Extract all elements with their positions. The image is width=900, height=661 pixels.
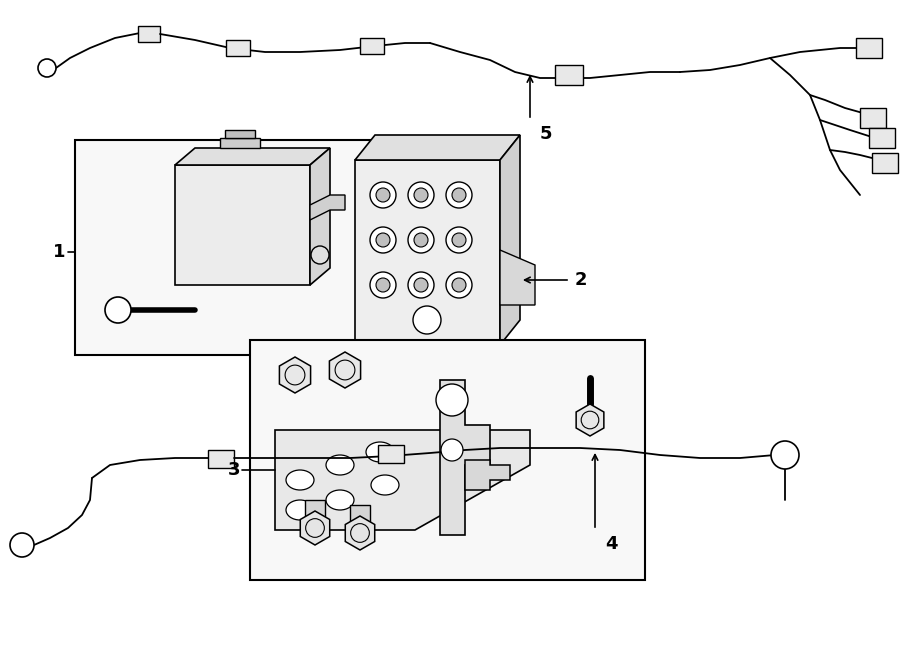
Circle shape: [436, 384, 468, 416]
Polygon shape: [301, 511, 329, 545]
Circle shape: [376, 278, 390, 292]
Circle shape: [38, 59, 56, 77]
Polygon shape: [346, 516, 374, 550]
Bar: [226, 40, 250, 56]
Bar: [138, 26, 160, 42]
Circle shape: [452, 233, 466, 247]
Polygon shape: [279, 357, 310, 393]
Text: 2: 2: [575, 271, 588, 289]
Polygon shape: [175, 165, 310, 285]
Circle shape: [414, 278, 428, 292]
Circle shape: [376, 233, 390, 247]
Bar: [208, 450, 234, 468]
Circle shape: [370, 227, 396, 253]
Circle shape: [311, 246, 329, 264]
Circle shape: [446, 182, 472, 208]
Circle shape: [452, 278, 466, 292]
Circle shape: [414, 233, 428, 247]
Ellipse shape: [326, 490, 354, 510]
Circle shape: [452, 188, 466, 202]
Bar: [360, 38, 384, 54]
Circle shape: [335, 360, 355, 380]
Circle shape: [10, 533, 34, 557]
Polygon shape: [310, 148, 330, 285]
Ellipse shape: [286, 470, 314, 490]
Bar: [305, 500, 325, 528]
Ellipse shape: [286, 500, 314, 520]
Polygon shape: [500, 135, 520, 345]
Text: 4: 4: [605, 535, 617, 553]
Circle shape: [351, 524, 369, 542]
Circle shape: [446, 272, 472, 298]
Circle shape: [408, 272, 434, 298]
Circle shape: [413, 306, 441, 334]
Polygon shape: [220, 138, 260, 148]
Polygon shape: [440, 380, 490, 535]
Circle shape: [370, 272, 396, 298]
Circle shape: [306, 519, 324, 537]
Text: 3: 3: [228, 461, 240, 479]
Bar: [250, 340, 645, 580]
Bar: [75, 140, 370, 355]
Circle shape: [771, 441, 799, 469]
Polygon shape: [310, 195, 345, 220]
Circle shape: [408, 227, 434, 253]
Bar: [869, 128, 895, 148]
Circle shape: [581, 411, 598, 429]
Polygon shape: [500, 250, 535, 305]
Polygon shape: [355, 160, 500, 345]
Polygon shape: [175, 148, 330, 165]
Circle shape: [370, 182, 396, 208]
Bar: [555, 65, 583, 85]
Circle shape: [446, 227, 472, 253]
Text: 5: 5: [540, 125, 553, 143]
Text: 1: 1: [52, 243, 65, 261]
Polygon shape: [465, 460, 510, 490]
Circle shape: [376, 188, 390, 202]
Circle shape: [105, 297, 131, 323]
Ellipse shape: [366, 442, 394, 462]
Circle shape: [441, 439, 463, 461]
Circle shape: [408, 182, 434, 208]
Polygon shape: [355, 135, 520, 160]
Bar: [378, 445, 404, 463]
Circle shape: [285, 365, 305, 385]
Bar: [860, 108, 886, 128]
Bar: [350, 505, 370, 533]
Ellipse shape: [371, 475, 399, 495]
Ellipse shape: [326, 455, 354, 475]
Polygon shape: [329, 352, 361, 388]
Polygon shape: [225, 130, 255, 138]
Polygon shape: [576, 404, 604, 436]
Bar: [872, 153, 898, 173]
Bar: [856, 38, 882, 58]
Circle shape: [414, 188, 428, 202]
Polygon shape: [275, 430, 530, 530]
